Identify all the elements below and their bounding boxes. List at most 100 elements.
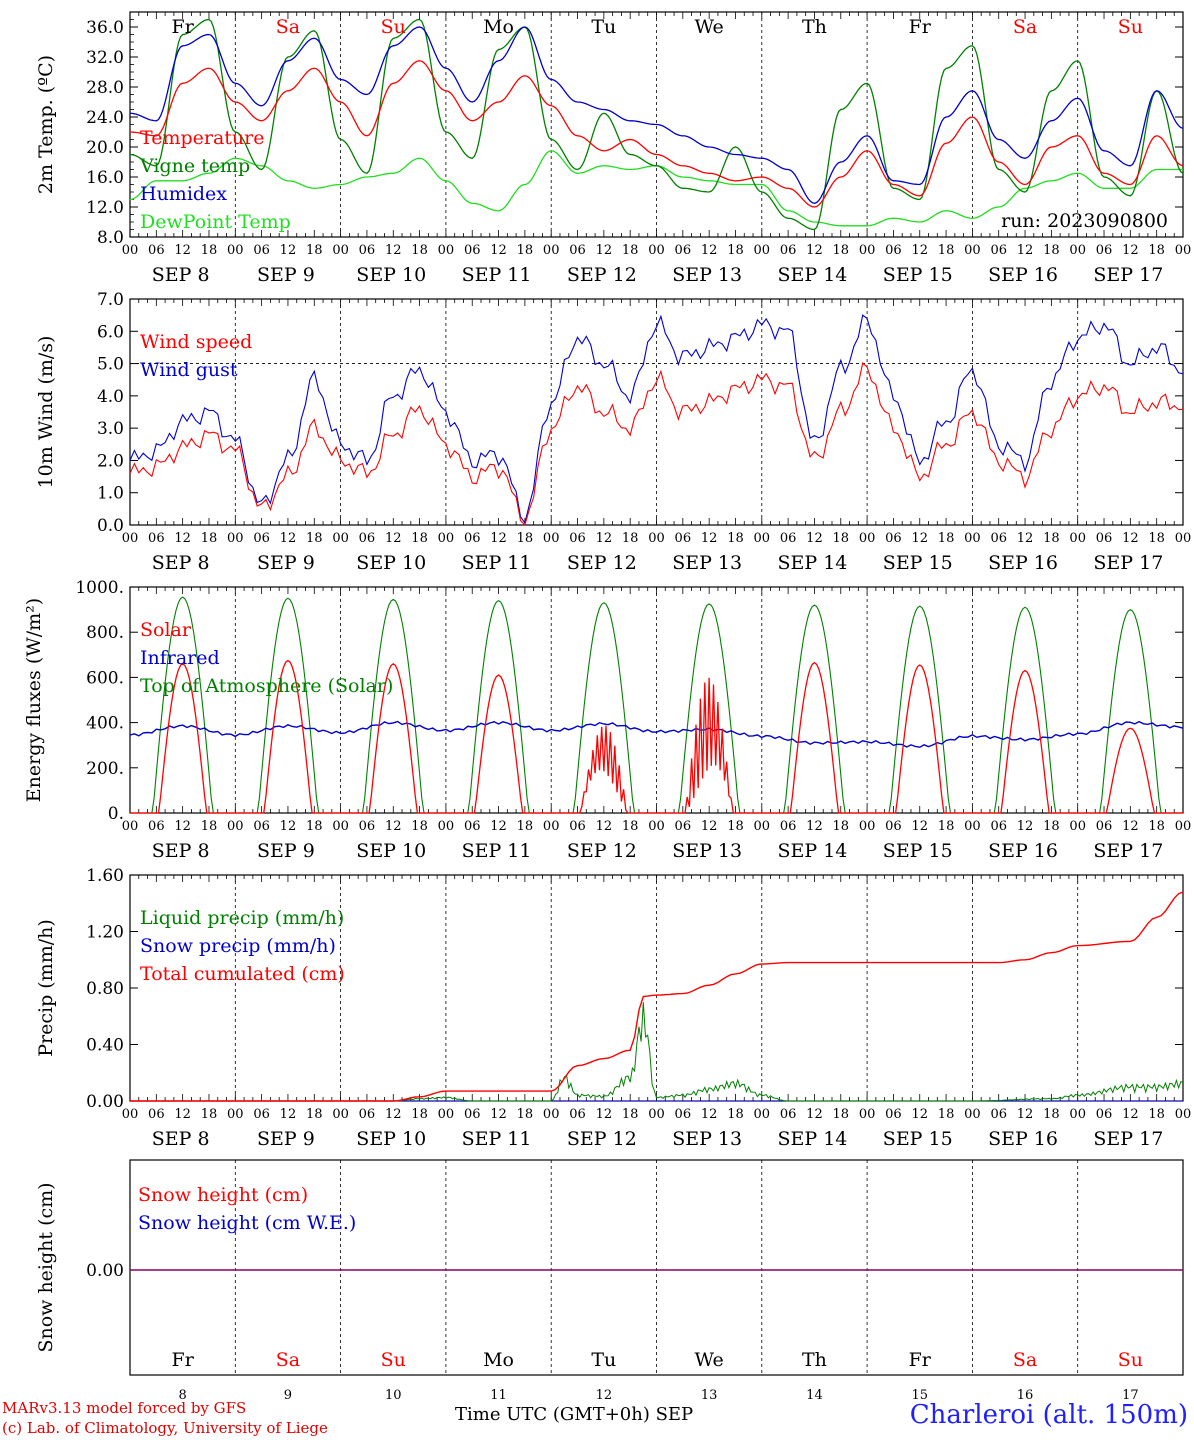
weekday-label: Th	[802, 16, 827, 38]
hour-tick-label: 00	[1175, 1107, 1192, 1122]
hour-tick-label: 18	[833, 531, 850, 546]
hour-tick-label: 12	[806, 243, 823, 258]
hour-tick-label: 12	[596, 819, 613, 834]
date-label: SEP 14	[778, 1128, 848, 1150]
day-number-label: 8	[179, 1388, 187, 1403]
hour-tick-label: 06	[464, 819, 481, 834]
hour-tick-label: 12	[385, 243, 402, 258]
hour-tick-label: 06	[1096, 1107, 1113, 1122]
hour-tick-label: 18	[411, 243, 428, 258]
hour-tick-label: 00	[754, 1107, 771, 1122]
legend-entry: Snow height (cm)	[138, 1184, 308, 1206]
date-label: SEP 14	[778, 552, 848, 574]
temp-series-line	[129, 26, 1184, 204]
hour-tick-label: 18	[517, 243, 534, 258]
hour-tick-label: 06	[885, 819, 902, 834]
hour-tick-label: 18	[517, 531, 534, 546]
hour-tick-label: 00	[122, 243, 139, 258]
legend-entry: Top of Atmosphere (Solar)	[140, 675, 393, 697]
hour-tick-label: 12	[596, 531, 613, 546]
hour-tick-label: 12	[701, 243, 718, 258]
hour-tick-label: 12	[280, 1107, 297, 1122]
hour-tick-label: 00	[332, 243, 349, 258]
hour-tick-label: 06	[359, 819, 376, 834]
y-tick-label: 0.40	[86, 1036, 124, 1056]
weekday-label: Fr	[909, 1349, 932, 1371]
y-tick-label: 0.00	[86, 1261, 124, 1281]
hour-tick-label: 18	[306, 531, 323, 546]
hour-tick-label: 00	[332, 531, 349, 546]
hour-tick-label: 00	[227, 1107, 244, 1122]
hour-tick-label: 18	[1148, 819, 1165, 834]
hour-tick-label: 00	[754, 531, 771, 546]
weekday-label: Su	[381, 1349, 406, 1371]
y-tick-label: 12.0	[86, 198, 124, 218]
date-label: SEP 15	[883, 264, 953, 286]
hour-tick-label: 18	[1148, 531, 1165, 546]
hour-tick-label: 12	[701, 1107, 718, 1122]
hour-tick-label: 00	[648, 819, 665, 834]
hour-tick-label: 06	[569, 243, 586, 258]
hour-tick-label: 18	[833, 243, 850, 258]
date-label: SEP 8	[152, 264, 210, 286]
date-label: SEP 12	[567, 552, 637, 574]
hour-tick-label: 00	[122, 819, 139, 834]
hour-tick-label: 00	[122, 1107, 139, 1122]
weekday-label: Sa	[1013, 1349, 1037, 1371]
date-label: SEP 16	[988, 840, 1058, 862]
day-number-label: 15	[911, 1388, 928, 1403]
hour-tick-label: 12	[1017, 243, 1034, 258]
hour-tick-label: 06	[885, 243, 902, 258]
y-axis-label: Energy fluxes (W/m²)	[23, 598, 45, 802]
day-number-label: 17	[1122, 1388, 1139, 1403]
lab-credit: (c) Lab. of Climatology, University of L…	[2, 1419, 328, 1437]
date-label: SEP 17	[1093, 264, 1163, 286]
y-tick-label: 800.	[86, 623, 124, 643]
hour-tick-label: 12	[490, 1107, 507, 1122]
weekday-label: Tu	[591, 16, 616, 38]
station-name: Charleroi (alt. 150m)	[909, 1400, 1188, 1430]
y-tick-label: 1.0	[97, 484, 124, 504]
hour-tick-label: 18	[1043, 531, 1060, 546]
hour-tick-label: 12	[385, 531, 402, 546]
run-label: run: 2023090800	[1001, 210, 1168, 232]
weekday-label: Fr	[172, 1349, 195, 1371]
hour-tick-label: 00	[1069, 1107, 1086, 1122]
hour-tick-label: 00	[648, 243, 665, 258]
date-label: SEP 11	[462, 552, 532, 574]
hour-tick-label: 06	[464, 531, 481, 546]
hour-tick-label: 06	[675, 1107, 692, 1122]
hour-tick-label: 00	[227, 243, 244, 258]
y-tick-label: 1.20	[86, 923, 124, 943]
y-tick-label: 6.0	[97, 322, 124, 342]
hour-tick-label: 18	[201, 819, 218, 834]
hour-tick-label: 00	[543, 819, 560, 834]
date-label: SEP 14	[778, 264, 848, 286]
hour-tick-label: 12	[280, 243, 297, 258]
hour-tick-label: 12	[1017, 819, 1034, 834]
weekday-label: Sa	[1013, 16, 1037, 38]
hour-tick-label: 06	[675, 243, 692, 258]
legend-entry: Humidex	[140, 183, 227, 205]
hour-tick-label: 00	[438, 1107, 455, 1122]
legend-entry: Temperature	[140, 127, 264, 149]
date-label: SEP 8	[152, 1128, 210, 1150]
hour-tick-label: 12	[911, 819, 928, 834]
hour-tick-label: 06	[359, 243, 376, 258]
day-number-label: 10	[385, 1388, 402, 1403]
hour-tick-label: 12	[490, 531, 507, 546]
wind-series-line	[129, 362, 1184, 527]
y-tick-label: 400.	[86, 714, 124, 734]
y-tick-label: 2.0	[97, 451, 124, 471]
y-axis-label: 2m Temp. (ºC)	[35, 55, 57, 194]
hour-tick-label: 06	[464, 243, 481, 258]
hour-tick-label: 00	[1069, 243, 1086, 258]
hour-tick-label: 12	[385, 1107, 402, 1122]
hour-tick-label: 12	[174, 1107, 191, 1122]
model-credit: MARv3.13 model forced by GFS	[2, 1399, 247, 1417]
y-tick-label: 16.0	[86, 168, 124, 188]
hour-tick-label: 06	[1096, 243, 1113, 258]
hour-tick-label: 18	[622, 1107, 639, 1122]
legend-entry: Solar	[140, 619, 192, 641]
hour-tick-label: 12	[596, 243, 613, 258]
